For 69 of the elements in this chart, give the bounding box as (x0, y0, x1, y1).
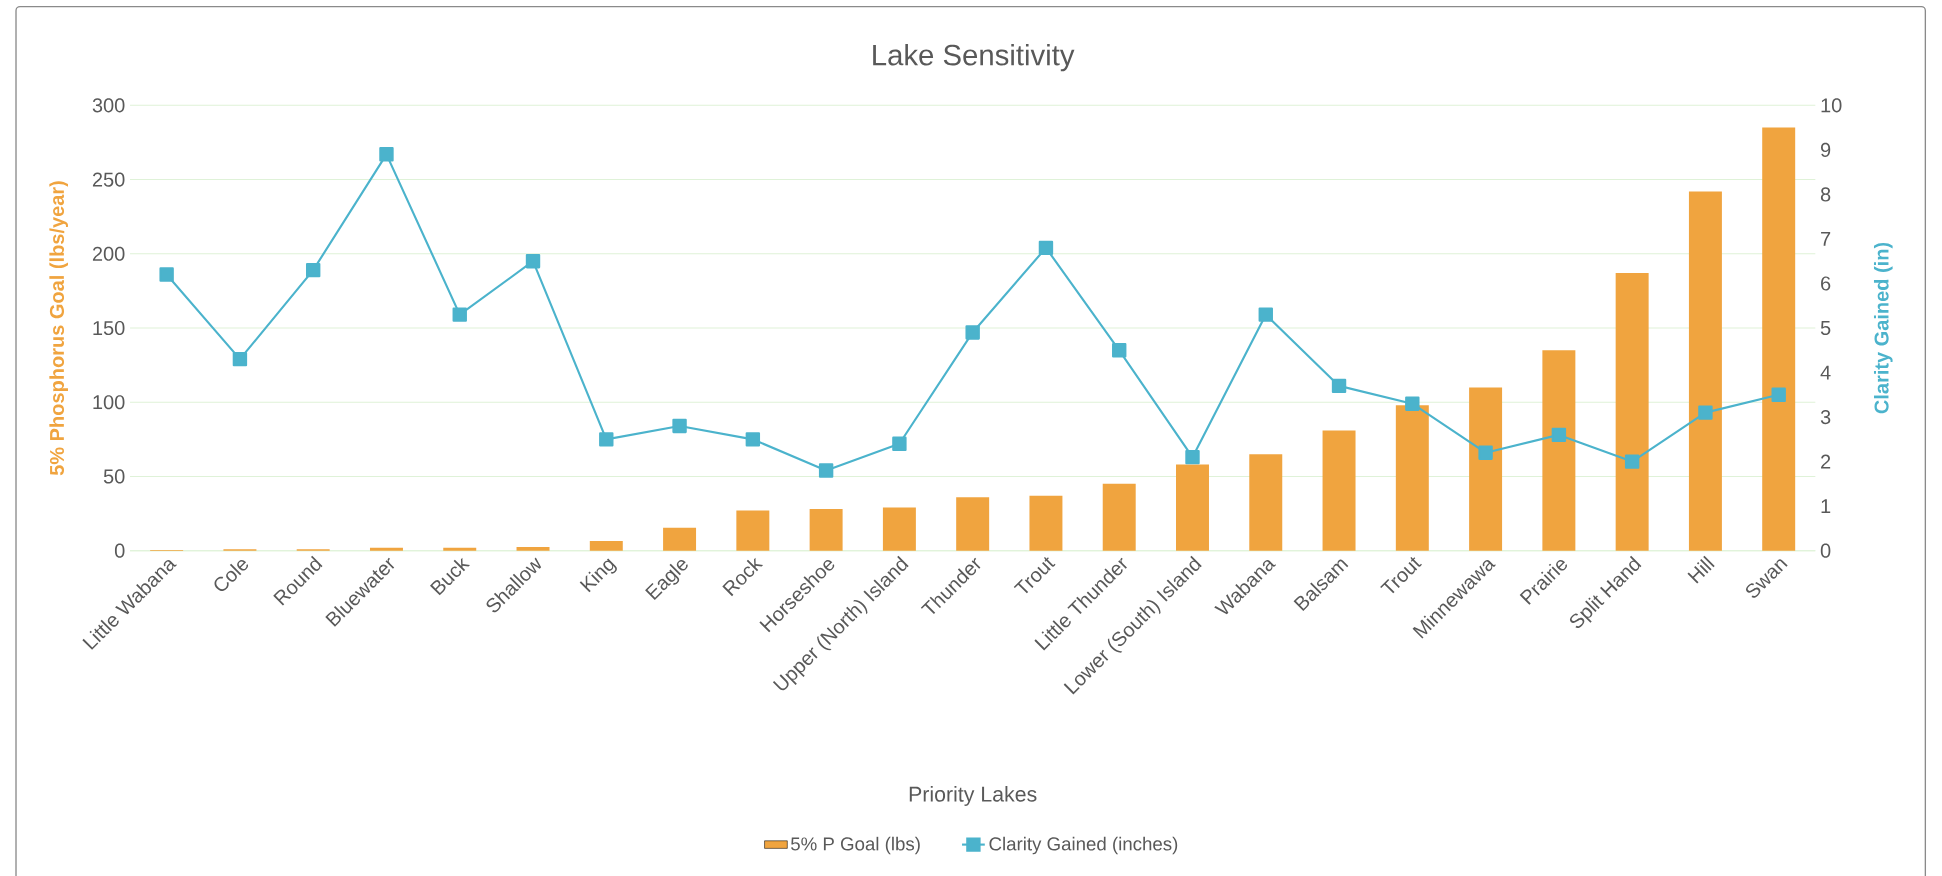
bar (516, 546, 550, 551)
bar (1615, 273, 1649, 551)
point (232, 351, 248, 367)
bar (443, 547, 477, 551)
point (1771, 387, 1786, 402)
y2-tick-label: 7 (1821, 232, 1831, 246)
point (1478, 445, 1493, 460)
point (672, 418, 687, 434)
bar (882, 507, 916, 551)
x-axis-title: Priority Lakes (909, 786, 1037, 806)
y-tick-label: 250 (92, 172, 125, 187)
point (159, 267, 174, 282)
bar (1102, 483, 1136, 551)
y2-axis-title: Clarity Gained (in) (1873, 242, 1893, 414)
bar (1762, 127, 1796, 551)
legend-label: 5% P Goal (lbs) (791, 836, 920, 855)
point (305, 262, 321, 278)
y-tick-label: 50 (103, 469, 125, 484)
y2-tick-label: 10 (1821, 98, 1842, 113)
point (965, 325, 980, 340)
point (1698, 405, 1713, 420)
y2-tick-label: 0 (1820, 543, 1831, 558)
bar (736, 510, 770, 551)
point (379, 147, 394, 162)
y-tick-label: 300 (92, 98, 125, 113)
point (452, 307, 467, 322)
y-tick-label: 0 (114, 543, 125, 558)
point (1624, 454, 1640, 469)
y2-tick-label: 3 (1820, 409, 1831, 425)
y-tick-label: 100 (93, 395, 125, 410)
y-tick-label: 200 (92, 246, 125, 261)
bar (1249, 454, 1283, 551)
point (1551, 427, 1567, 443)
legend-label: Clarity Gained (inches) (989, 836, 1178, 855)
point (1258, 307, 1273, 322)
bar (1542, 350, 1576, 551)
bar (809, 509, 843, 551)
point (1112, 343, 1127, 358)
bar (1395, 405, 1429, 551)
point (745, 432, 761, 447)
x-tick-label: Hill (1687, 555, 1715, 584)
point (1038, 240, 1054, 256)
point (1331, 378, 1347, 394)
bar (369, 547, 403, 551)
point (1185, 449, 1200, 465)
point (525, 254, 541, 269)
y-axis-title: 5% Phosphorus Goal (lbs/year) (49, 181, 68, 476)
y2-tick-label: 5 (1820, 321, 1831, 335)
y2-tick-label: 1 (1821, 499, 1831, 514)
point (599, 432, 614, 447)
bar (1469, 387, 1503, 551)
bar (1322, 430, 1356, 551)
bar (663, 527, 697, 551)
point (892, 436, 907, 451)
point (1405, 396, 1420, 411)
bar (1176, 464, 1209, 551)
bar (589, 541, 623, 551)
chart-title: Lake Sensitivity (873, 43, 1075, 72)
y-tick-label: 150 (93, 320, 125, 336)
bar (1029, 495, 1063, 551)
y2-tick-label: 4 (1820, 365, 1831, 380)
y2-tick-label: 6 (1821, 276, 1831, 291)
y2-tick-label: 8 (1820, 187, 1831, 202)
point (818, 463, 834, 478)
y2-tick-label: 9 (1820, 142, 1831, 157)
y2-tick-label: 2 (1821, 454, 1831, 469)
bar (956, 497, 990, 551)
x-tick-label: Cole (214, 559, 249, 591)
bar (1688, 191, 1722, 551)
